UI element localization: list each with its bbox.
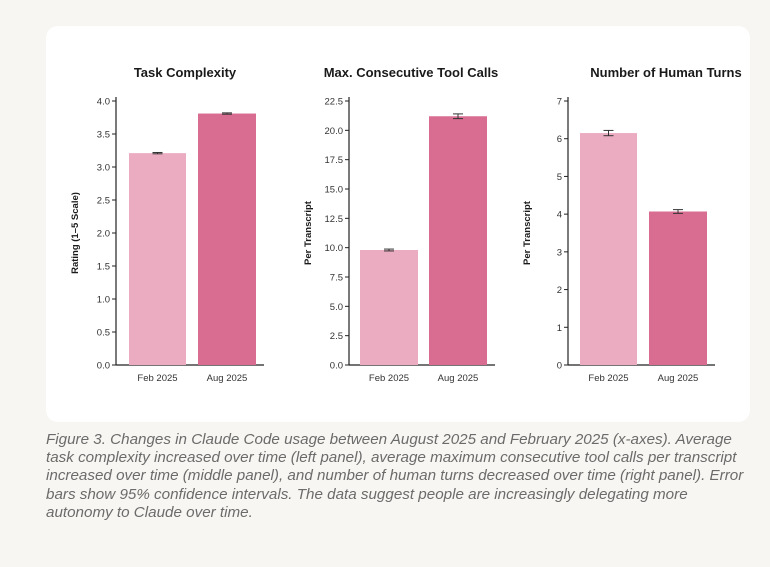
y-tick-label-1-3: 1.5 [97, 262, 110, 273]
y-tick-label-3-4: 4 [557, 210, 562, 221]
y-axis-label-1: Rating (1–5 Scale) [70, 192, 81, 274]
bar-3-2 [649, 211, 707, 365]
y-tick-label-3-5: 5 [557, 172, 562, 183]
y-tick-label-2-3: 7.5 [330, 273, 343, 284]
y-tick-label-2-8: 20.0 [325, 126, 344, 137]
bar-1-2 [198, 113, 256, 365]
y-tick-label-1-6: 3.0 [97, 163, 110, 174]
figure-caption: Figure 3. Changes in Claude Code usage b… [46, 431, 744, 521]
y-tick-label-3-3: 3 [557, 247, 562, 258]
x-tick-label-2-2: Aug 2025 [438, 373, 479, 384]
y-tick-label-2-7: 17.5 [325, 155, 344, 166]
y-axis-label-2: Per Transcript [303, 200, 314, 265]
bar-2-1 [360, 250, 418, 365]
x-tick-label-3-2: Aug 2025 [658, 373, 699, 384]
y-tick-label-1-8: 4.0 [97, 97, 110, 108]
x-tick-label-1-2: Aug 2025 [207, 373, 248, 384]
y-tick-label-3-0: 0 [557, 361, 562, 372]
y-tick-label-1-0: 0.0 [97, 361, 110, 372]
bar-1-1 [129, 153, 186, 365]
figure-card: Task Complexity 0.0 0.5 1.0 1.5 2.0 2.5 3.0 3.5 4… [46, 26, 750, 422]
y-tick-label-3-7: 7 [557, 97, 562, 108]
y-tick-label-2-9: 22.5 [325, 97, 344, 108]
charts-svg: Task Complexity 0.0 0.5 1.0 1.5 2.0 2.5 3.0 3.5 4… [70, 65, 742, 384]
y-tick-label-1-2: 1.0 [97, 295, 110, 306]
chart-title-1: Task Complexity [134, 65, 237, 80]
y-tick-label-3-6: 6 [557, 134, 562, 145]
y-tick-label-2-6: 15.0 [325, 185, 344, 196]
y-tick-label-1-1: 0.5 [97, 328, 110, 339]
y-tick-label-2-2: 5.0 [330, 302, 343, 313]
y-tick-label-2-4: 10.0 [325, 243, 344, 254]
y-tick-label-2-1: 2.5 [330, 331, 343, 342]
y-tick-label-3-2: 2 [557, 285, 562, 296]
x-tick-label-1-1: Feb 2025 [137, 373, 177, 384]
y-tick-label-2-0: 0.0 [330, 361, 343, 372]
y-tick-label-1-7: 3.5 [97, 130, 110, 141]
chart-title-3: Number of Human Turns [590, 65, 741, 80]
bar-3-1 [580, 133, 637, 365]
x-tick-label-2-1: Feb 2025 [369, 373, 409, 384]
x-tick-label-3-1: Feb 2025 [588, 373, 628, 384]
y-tick-label-1-4: 2.0 [97, 229, 110, 240]
bar-2-2 [429, 116, 487, 366]
y-axis-label-3: Per Transcript [522, 200, 533, 265]
y-tick-label-1-5: 2.5 [97, 196, 110, 207]
chart-title-2: Max. Consecutive Tool Calls [324, 65, 499, 80]
y-tick-label-3-1: 1 [557, 323, 562, 334]
y-tick-label-2-5: 12.5 [325, 214, 344, 225]
